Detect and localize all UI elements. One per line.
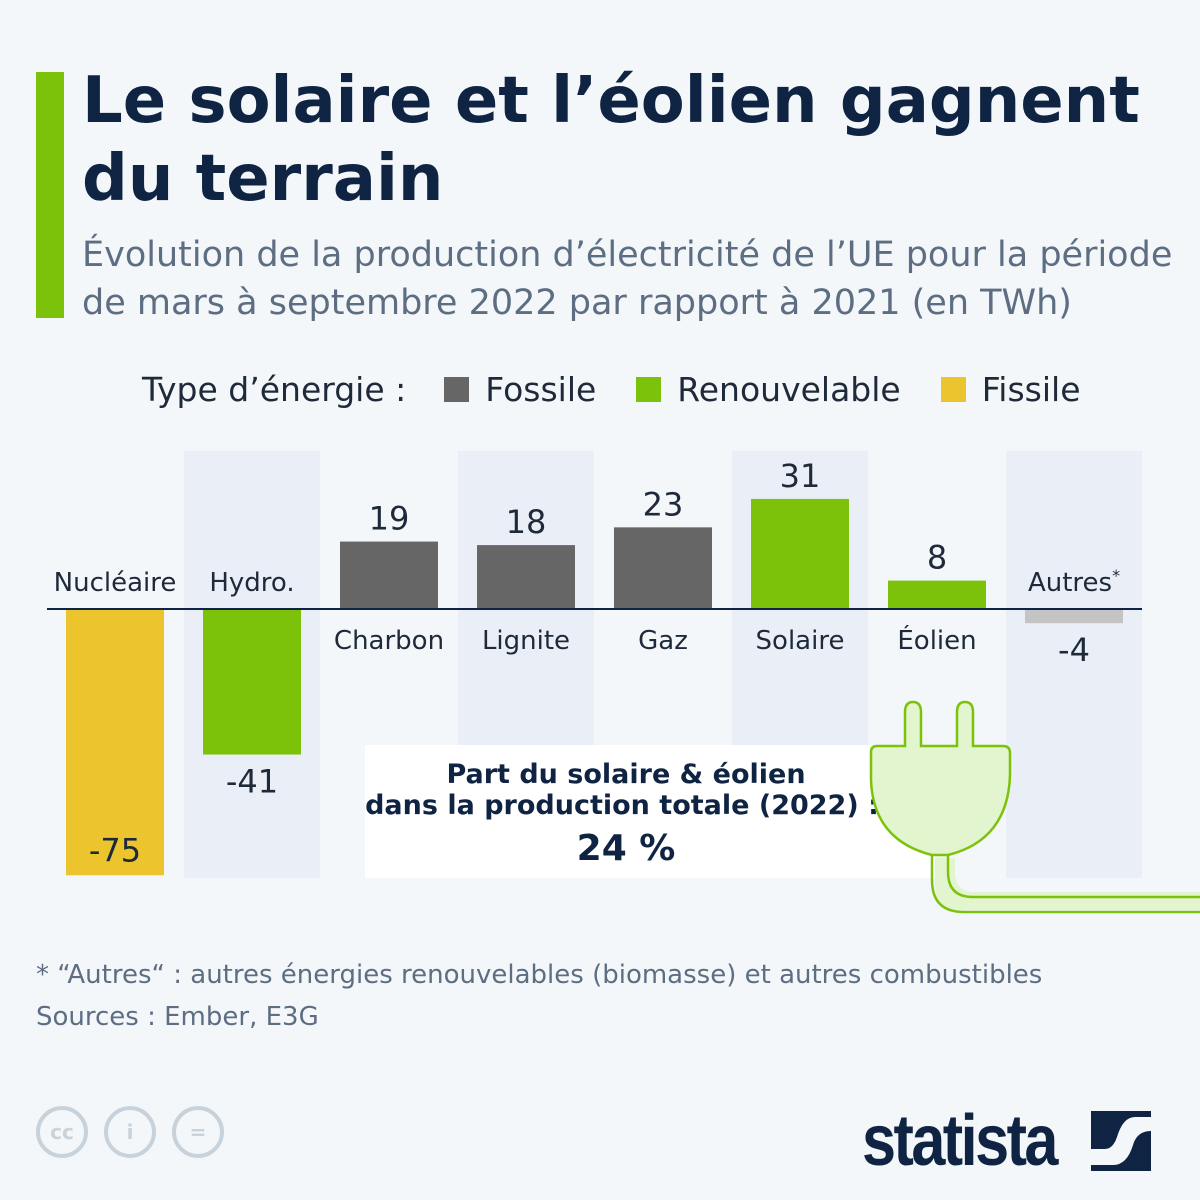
- cc-icon[interactable]: cc: [36, 1106, 88, 1158]
- value-label: 8: [927, 539, 947, 577]
- value-label: 18: [506, 503, 547, 541]
- annotation-box: [365, 745, 935, 878]
- footnote-block: * “Autres“ : autres énergies renouvelabl…: [36, 955, 1042, 1038]
- category-label: Solaire: [756, 626, 845, 656]
- bar-lignite: [477, 545, 575, 609]
- bar-gaz: [614, 527, 712, 609]
- bar-charbon: [340, 541, 438, 609]
- category-label: Nucléaire: [54, 568, 177, 598]
- category-label: Autres*: [1028, 566, 1120, 598]
- footnote: * “Autres“ : autres énergies renouvelabl…: [36, 960, 1043, 990]
- plug-icon: [869, 700, 1200, 914]
- subtitle: Évolution de la production d’électricité…: [82, 235, 1173, 323]
- category-label: Hydro.: [209, 568, 294, 598]
- bar-solaire: [751, 498, 849, 609]
- no-derivatives-icon[interactable]: =: [172, 1106, 224, 1158]
- legend-swatch-renouvelable: [636, 377, 662, 402]
- bar-nucléaire: [66, 609, 164, 876]
- category-label: Gaz: [638, 626, 688, 656]
- brand-wordmark: statista: [862, 1101, 1058, 1181]
- footnote-marker: *: [1112, 566, 1120, 585]
- category-label: Charbon: [334, 626, 444, 656]
- annotation-value: 24 %: [577, 828, 676, 869]
- title-accent-bar: [36, 72, 64, 318]
- annotation-line2: dans la production totale (2022) :: [365, 790, 879, 821]
- category-label: Éolien: [897, 624, 976, 656]
- column-band: [1006, 451, 1142, 878]
- sources: Sources : Ember, E3G: [36, 1001, 319, 1032]
- value-label: -75: [89, 831, 141, 869]
- legend-item-renouvelable: Renouvelable: [677, 370, 901, 409]
- bar-autres: [1025, 609, 1123, 624]
- legend-label: Type d’énergie :: [142, 370, 407, 409]
- bar-hydro: [203, 609, 301, 755]
- bar-éolien: [888, 580, 986, 609]
- annotation-line1: Part du solaire & éolien: [446, 759, 805, 790]
- value-label: 19: [369, 500, 410, 538]
- category-label: Lignite: [482, 626, 570, 656]
- legend: Type d’énergie : Fossile Renouvelable Fi…: [142, 370, 1081, 409]
- statista-logo[interactable]: statista: [862, 1100, 1151, 1182]
- legend-item-fissile: Fissile: [981, 370, 1081, 409]
- bar-chart: Nucléaire -75 Hydro. -41 Charbon 19 Lignite 18 G…: [47, 451, 1200, 914]
- attribution-icon[interactable]: i: [104, 1106, 156, 1158]
- page-title: Le solaire et l’éolien gagnent du terrai…: [82, 64, 1140, 217]
- value-label: 31: [780, 457, 821, 495]
- value-label: -4: [1058, 631, 1090, 669]
- statista-logo-icon: [1091, 1111, 1151, 1171]
- value-label: -41: [226, 763, 278, 801]
- legend-swatch-fissile: [940, 377, 966, 402]
- value-label: 23: [643, 485, 684, 523]
- legend-swatch-fossile: [444, 377, 470, 402]
- license-icons: cc i =: [36, 1106, 224, 1158]
- legend-item-fossile: Fossile: [485, 370, 597, 409]
